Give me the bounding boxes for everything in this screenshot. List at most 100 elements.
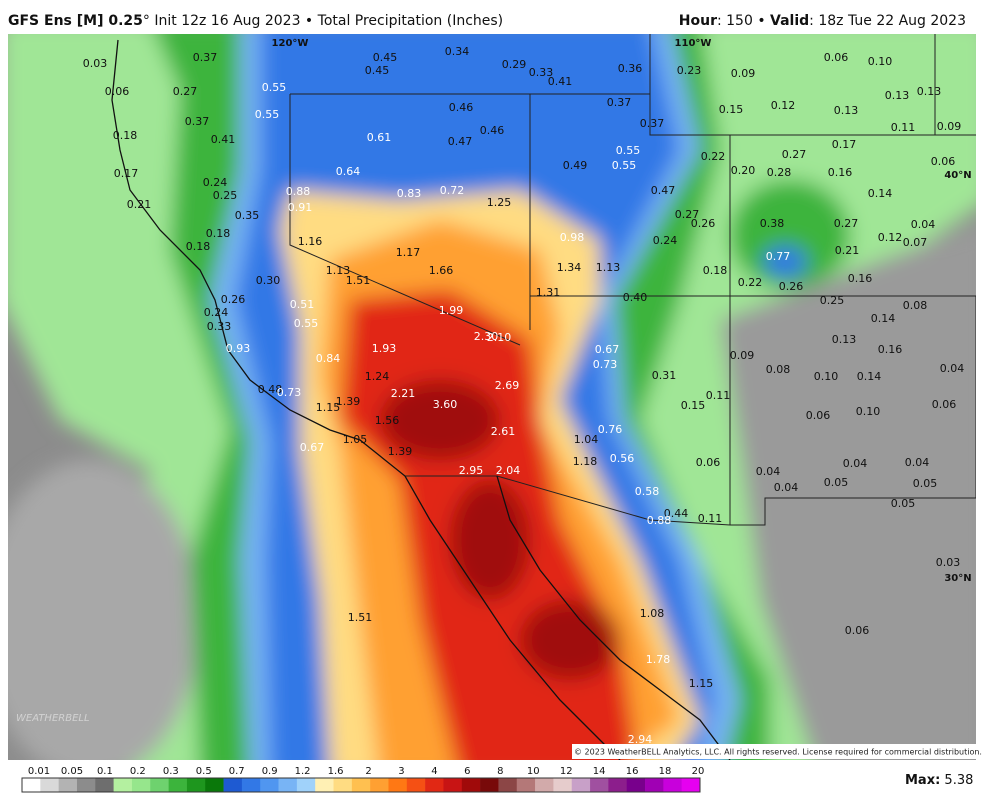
lat-label: 40°N bbox=[944, 170, 971, 181]
point-value: 0.17 bbox=[114, 167, 139, 180]
point-value: 0.46 bbox=[449, 101, 474, 114]
colorbar-cell bbox=[663, 778, 682, 792]
colorbar: 0.01 0.05 0.1 0.2 0.3 0.5 0.7 0.9 1.2 1.6 2 3 4 6 8 10 1… bbox=[21, 766, 704, 793]
point-value: 0.04 bbox=[905, 456, 930, 469]
colorbar-label: 0.3 bbox=[163, 766, 179, 777]
colorbar-label: 0.01 bbox=[28, 766, 50, 777]
colorbar-cell bbox=[571, 778, 591, 792]
colorbar-cell bbox=[590, 778, 609, 792]
point-value: 2.21 bbox=[391, 387, 416, 400]
point-value: 0.31 bbox=[652, 369, 677, 382]
point-value: 0.04 bbox=[756, 465, 781, 478]
copyright-box bbox=[572, 744, 976, 759]
hour-label: Hour bbox=[679, 13, 717, 29]
colorbar-cell bbox=[40, 778, 59, 792]
point-value: 2.10 bbox=[487, 331, 512, 344]
point-value: 1.39 bbox=[336, 395, 361, 408]
colorbar-label: 1.6 bbox=[328, 766, 344, 777]
point-value: 0.09 bbox=[731, 67, 756, 80]
point-value: 0.13 bbox=[832, 333, 857, 346]
gulf-coast bbox=[496, 475, 731, 760]
map bbox=[8, 34, 976, 760]
max-label: Max: bbox=[905, 773, 940, 788]
point-value: 0.36 bbox=[618, 62, 643, 75]
colorbar-cell bbox=[186, 778, 206, 792]
colorbar-cell bbox=[480, 778, 499, 792]
point-value: 1.16 bbox=[298, 235, 323, 248]
lat-label: 30°N bbox=[944, 573, 971, 584]
point-value: 1.56 bbox=[375, 414, 400, 427]
colorbar-cell bbox=[351, 778, 371, 792]
point-value: 1.15 bbox=[689, 677, 714, 690]
point-value: 0.91 bbox=[288, 201, 313, 214]
colorbar-cell bbox=[76, 778, 96, 792]
point-value: 3.60 bbox=[433, 398, 458, 411]
point-value: 0.15 bbox=[681, 399, 706, 412]
point-value: 0.29 bbox=[502, 58, 527, 71]
point-value: 0.22 bbox=[738, 276, 763, 289]
point-value: 0.08 bbox=[766, 363, 791, 376]
point-value: 0.24 bbox=[204, 306, 229, 319]
point-value: 0.37 bbox=[607, 96, 632, 109]
colorbar-cell bbox=[626, 778, 646, 792]
point-value: 0.22 bbox=[701, 150, 726, 163]
colorbar-label: 0.2 bbox=[130, 766, 146, 777]
point-value: 0.35 bbox=[235, 209, 260, 222]
point-value: 1.13 bbox=[326, 264, 351, 277]
borders bbox=[289, 34, 976, 526]
point-value: 0.33 bbox=[529, 66, 554, 79]
point-value: 0.37 bbox=[640, 117, 665, 130]
valid-label: Valid bbox=[770, 13, 809, 29]
colorbar-cell bbox=[608, 778, 628, 792]
point-value: 0.55 bbox=[612, 159, 637, 172]
colorbar-label: 6 bbox=[464, 766, 470, 777]
point-value: 0.18 bbox=[113, 129, 138, 142]
point-value: 1.34 bbox=[557, 261, 582, 274]
header-left: GFS Ens [M] 0.25° Init 12z 16 Aug 2023 •… bbox=[8, 13, 503, 29]
point-value: 0.06 bbox=[824, 51, 849, 64]
point-value: 1.17 bbox=[396, 246, 421, 259]
point-value: 2.61 bbox=[491, 425, 516, 438]
point-value: 0.10 bbox=[814, 370, 839, 383]
point-value: 0.34 bbox=[445, 45, 470, 58]
lon-label: 110°W bbox=[675, 38, 712, 49]
point-value: 0.30 bbox=[256, 274, 281, 287]
point-value: 0.49 bbox=[563, 159, 588, 172]
point-value: 0.25 bbox=[213, 189, 238, 202]
point-value: 1.18 bbox=[573, 455, 598, 468]
colorbar-label: 2 bbox=[365, 766, 371, 777]
point-value: 0.04 bbox=[843, 457, 868, 470]
point-value: 2.69 bbox=[495, 379, 520, 392]
point-value: 0.64 bbox=[336, 165, 361, 178]
colorbar-label: 0.9 bbox=[262, 766, 278, 777]
point-value: 0.18 bbox=[186, 240, 211, 253]
colorbar-cell bbox=[241, 778, 261, 792]
point-value: 0.26 bbox=[779, 280, 804, 293]
point-value: 1.99 bbox=[439, 304, 464, 317]
point-value: 0.13 bbox=[834, 104, 859, 117]
colorbar-label: 16 bbox=[626, 766, 639, 777]
point-value: 1.39 bbox=[388, 445, 413, 458]
point-value: 0.17 bbox=[832, 138, 857, 151]
point-value: 0.14 bbox=[871, 312, 896, 325]
point-value: 0.06 bbox=[932, 398, 957, 411]
colorbar-cell bbox=[516, 778, 536, 792]
point-value: 0.56 bbox=[610, 452, 635, 465]
colorbar-label: 3 bbox=[398, 766, 404, 777]
point-value: 1.25 bbox=[487, 196, 512, 209]
point-value: 1.78 bbox=[646, 653, 671, 666]
colorbar-label: 10 bbox=[527, 766, 540, 777]
colorbar-cell bbox=[425, 778, 444, 792]
point-value: 0.76 bbox=[598, 423, 623, 436]
point-value: 0.83 bbox=[397, 187, 422, 200]
point-value: 0.16 bbox=[848, 272, 873, 285]
point-value: 0.20 bbox=[731, 164, 756, 177]
colorbar-cell bbox=[150, 778, 169, 792]
point-value: 0.06 bbox=[806, 409, 831, 422]
point-value: 0.06 bbox=[105, 85, 130, 98]
point-value: 0.27 bbox=[834, 217, 859, 230]
colorbar-cell bbox=[131, 778, 151, 792]
point-value: 0.88 bbox=[286, 185, 311, 198]
point-value: 0.06 bbox=[931, 155, 956, 168]
point-value: 0.10 bbox=[856, 405, 881, 418]
